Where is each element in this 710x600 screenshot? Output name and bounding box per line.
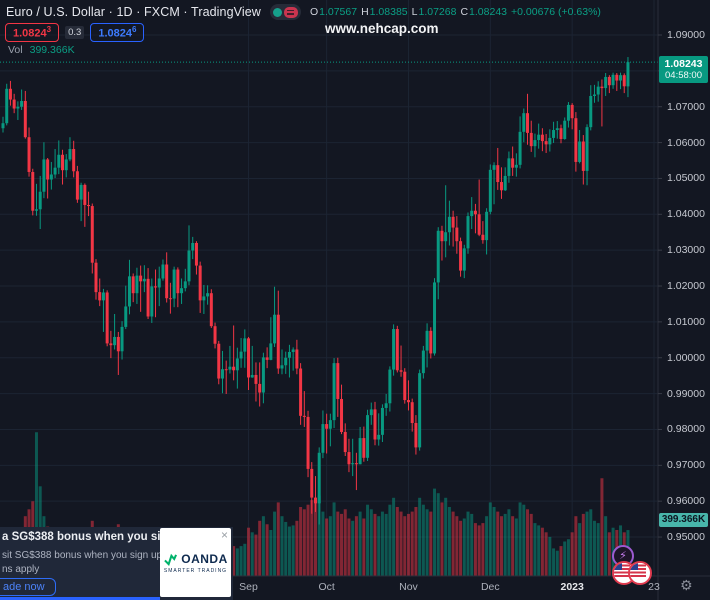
price-axis-label: 1.04000 bbox=[667, 208, 705, 221]
high-value: 1.08385 bbox=[369, 6, 408, 18]
open-value: 1.07567 bbox=[319, 6, 358, 18]
spread-value: 0.3 bbox=[65, 25, 85, 39]
price-axis[interactable]: 1.08243 04:58:00 399.366K 1.090001.08000… bbox=[658, 0, 710, 600]
sell-price-button[interactable]: 1.08243 bbox=[5, 23, 60, 42]
high-label: H bbox=[361, 6, 369, 18]
open-label: O bbox=[309, 6, 319, 18]
volume-axis-label: 399.366K bbox=[659, 513, 708, 527]
volume-label: Vol bbox=[8, 44, 23, 56]
current-price: 1.08243 bbox=[664, 58, 703, 70]
price-axis-label: 1.05000 bbox=[667, 172, 705, 185]
ad-headline: a SG$388 bonus when you sign up. bbox=[2, 531, 195, 543]
time-axis-label[interactable]: 23 bbox=[648, 581, 660, 593]
ad-cta-button[interactable]: ade now bbox=[0, 578, 56, 596]
buy-price-button[interactable]: 1.08246 bbox=[90, 23, 145, 42]
price-axis-label: 1.07000 bbox=[667, 100, 705, 113]
sell-price: 1.0824 bbox=[13, 27, 47, 40]
oanda-logo-card[interactable]: × OANDA SMARTER TRADING bbox=[160, 528, 231, 597]
time-axis-label[interactable]: Sep bbox=[239, 581, 258, 593]
buy-price: 1.0824 bbox=[98, 27, 132, 40]
ad-banner[interactable]: a SG$388 bonus when you sign up. sit SG$… bbox=[0, 527, 233, 600]
oanda-check-icon bbox=[164, 553, 178, 566]
current-price-label: 1.08243 04:58:00 bbox=[659, 56, 708, 83]
time-axis[interactable]: Sep Oct Nov Dec 2023 23 bbox=[0, 577, 660, 600]
price-axis-label: 1.01000 bbox=[667, 315, 705, 328]
sell-dot-icon bbox=[272, 7, 282, 17]
volume-value: 399.366K bbox=[29, 44, 75, 56]
ohlc-readout: O 1.07567 H 1.08385 L 1.07268 C 1.08243 +0.0… bbox=[310, 6, 601, 18]
change-value: +0.00676 (+0.63%) bbox=[511, 6, 601, 18]
price-axis-label: 1.09000 bbox=[667, 29, 705, 41]
ad-accent-strip bbox=[0, 597, 160, 600]
price-axis-label: 0.96000 bbox=[667, 495, 705, 508]
time-axis-label[interactable]: Oct bbox=[318, 581, 335, 593]
price-axis-label: 1.06000 bbox=[667, 136, 705, 149]
low-value: 1.07268 bbox=[418, 6, 457, 18]
ad-subtext: sit SG$388 bonus when you sign up. bbox=[2, 550, 165, 561]
ad-brand-tagline: SMARTER TRADING bbox=[163, 568, 228, 574]
time-axis-label[interactable]: 2023 bbox=[560, 581, 584, 593]
sell-price-sup: 3 bbox=[46, 25, 52, 34]
ad-terms: ns apply bbox=[2, 564, 40, 575]
price-axis-label: 0.95000 bbox=[667, 531, 705, 544]
price-axis-label: 0.99000 bbox=[667, 387, 705, 400]
watermark-url: www.nehcap.com bbox=[325, 21, 439, 36]
time-axis-label[interactable]: Nov bbox=[399, 581, 418, 593]
price-axis-label: 1.03000 bbox=[667, 244, 705, 257]
price-axis-label: 1.02000 bbox=[667, 280, 705, 293]
trade-toggle[interactable] bbox=[269, 4, 301, 20]
ad-close-icon[interactable]: × bbox=[220, 528, 228, 542]
close-label: C bbox=[460, 6, 469, 18]
buy-price-sup: 6 bbox=[131, 25, 137, 34]
close-value: 1.08243 bbox=[469, 6, 508, 18]
price-axis-label: 0.97000 bbox=[667, 459, 705, 472]
volume-indicator-row: Vol 399.366K bbox=[8, 44, 75, 56]
settings-gear-icon[interactable]: ⚙ bbox=[680, 577, 693, 593]
bar-countdown: 04:58:00 bbox=[665, 70, 702, 81]
ad-brand-name: OANDA bbox=[181, 552, 228, 566]
price-axis-label: 1.00000 bbox=[667, 351, 705, 364]
buy-pill-icon bbox=[283, 6, 298, 18]
price-axis-label: 0.98000 bbox=[667, 423, 705, 436]
bid-ask-row: 1.08243 0.3 1.08246 bbox=[5, 23, 145, 42]
symbol-title[interactable]: Euro / U.S. Dollar · 1D · FXCM · Trading… bbox=[6, 5, 261, 19]
time-axis-label[interactable]: Dec bbox=[480, 581, 500, 593]
us-flag-icon[interactable] bbox=[628, 561, 652, 585]
low-label: L bbox=[411, 6, 418, 18]
symbol-header: Euro / U.S. Dollar · 1D · FXCM · Trading… bbox=[6, 4, 601, 20]
